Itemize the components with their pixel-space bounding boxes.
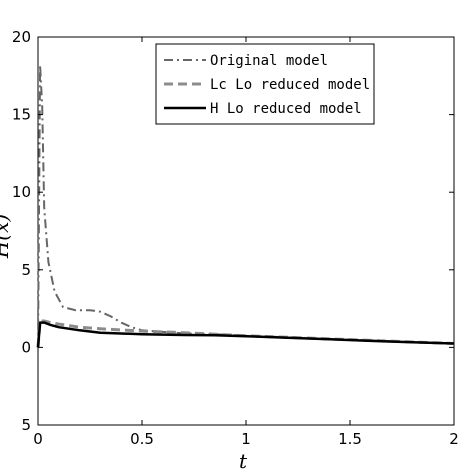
- series-line-3: [36, 321, 455, 348]
- x-tick-label: 1.5: [338, 430, 362, 448]
- x-tick-label: 1: [241, 430, 251, 448]
- x-axis-label: t: [239, 449, 248, 473]
- y-tick-label: 10: [12, 183, 31, 201]
- y-tick-label: 15: [12, 106, 31, 124]
- legend: Original model Lc Lo reduced model H Lo re…: [155, 43, 375, 125]
- y-axis-label: H(x): [0, 214, 13, 259]
- y-tick-label: 5: [21, 261, 31, 279]
- y-tick-label: 0: [21, 338, 31, 356]
- x-tick-label: 0: [33, 430, 43, 448]
- series-layer: [36, 63, 455, 348]
- series-line-2: [36, 319, 455, 348]
- legend-label-1: Original model: [210, 53, 328, 69]
- x-tick-label: 0.5: [130, 430, 154, 448]
- legend-label-2: Lc Lo reduced model: [210, 77, 370, 93]
- legend-label-3: H Lo reduced model: [210, 101, 362, 117]
- x-tick-label: 2: [449, 430, 459, 448]
- y-tick-label: 20: [12, 28, 31, 46]
- series-line-1: [37, 63, 455, 348]
- y-tick-label: 5: [21, 416, 31, 434]
